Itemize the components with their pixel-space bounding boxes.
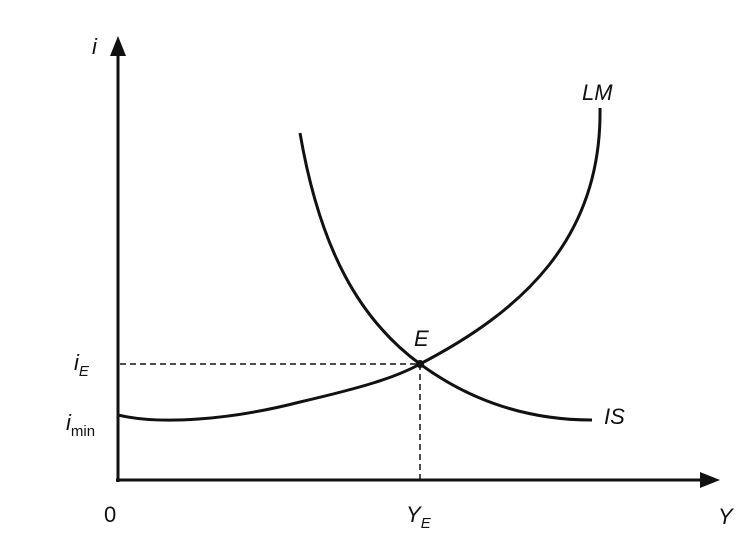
is-curve (298, 132, 593, 422)
y-arrow (110, 36, 126, 56)
y-axis-label: i (92, 34, 98, 59)
x-axis-label: Y (718, 504, 734, 529)
x-arrow (700, 472, 720, 488)
interest-base: i (74, 350, 80, 375)
equilibrium-label: E (414, 326, 429, 351)
lm-label: LM (582, 80, 613, 105)
lm-curve (117, 107, 602, 422)
min-interest-base: i (66, 410, 72, 435)
income-label: YE (406, 502, 432, 532)
origin-label: 0 (104, 502, 116, 527)
interest-sub: E (79, 363, 90, 380)
is-label: IS (604, 404, 625, 429)
equilibrium-point (416, 360, 424, 368)
min-interest-label: imin (66, 410, 95, 440)
income-base: Y (406, 502, 422, 527)
interest-label: iE (74, 350, 90, 380)
min-interest-sub: min (71, 423, 95, 440)
income-sub: E (421, 515, 432, 532)
